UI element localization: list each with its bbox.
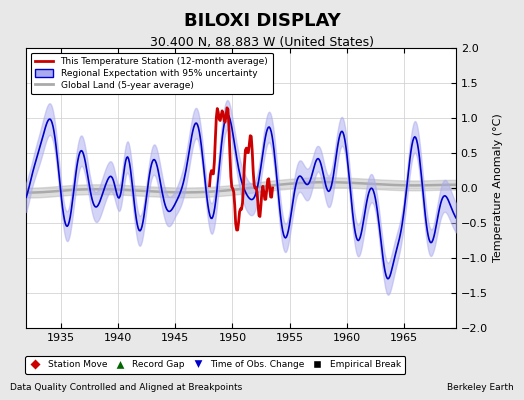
Text: 30.400 N, 88.883 W (United States): 30.400 N, 88.883 W (United States) <box>150 36 374 49</box>
Y-axis label: Temperature Anomaly (°C): Temperature Anomaly (°C) <box>494 114 504 262</box>
Text: Data Quality Controlled and Aligned at Breakpoints: Data Quality Controlled and Aligned at B… <box>10 383 243 392</box>
Text: Berkeley Earth: Berkeley Earth <box>447 383 514 392</box>
Text: BILOXI DISPLAY: BILOXI DISPLAY <box>183 12 341 30</box>
Legend: Station Move, Record Gap, Time of Obs. Change, Empirical Break: Station Move, Record Gap, Time of Obs. C… <box>25 356 406 374</box>
